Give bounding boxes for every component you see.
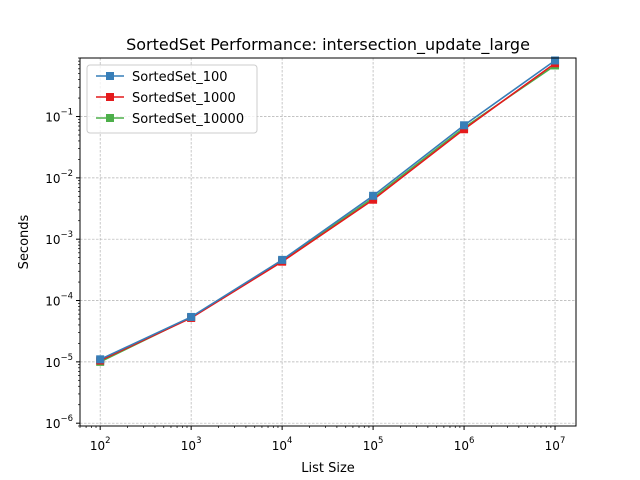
y-tick-label: 10−1 <box>45 108 73 125</box>
data-point <box>187 312 196 321</box>
legend-marker <box>106 93 114 101</box>
x-tick-label: 107 <box>545 436 566 453</box>
y-tick-label: 10−3 <box>45 230 73 247</box>
x-tick-label: 105 <box>363 436 384 453</box>
y-tick-label: 10−4 <box>45 292 73 309</box>
data-point <box>278 255 287 264</box>
legend-label: SortedSet_100 <box>132 70 228 85</box>
data-point <box>96 355 105 364</box>
legend-item: SortedSet_1000 <box>96 91 236 106</box>
x-tick-label: 106 <box>454 436 475 453</box>
legend-label: SortedSet_10000 <box>132 112 244 127</box>
series-SortedSet_100 <box>96 56 560 364</box>
chart-title: SortedSet Performance: intersection_upda… <box>126 35 530 55</box>
legend-marker <box>106 114 114 122</box>
series-layer <box>96 56 560 366</box>
y-tick-label: 10−2 <box>45 169 73 186</box>
x-axis: 102 103 104 105 106 107 <box>79 426 566 453</box>
y-axis: 10−6 10−5 10−4 10−3 10−2 10−1 <box>45 57 80 431</box>
x-tick-label: 103 <box>181 436 202 453</box>
legend-marker <box>106 72 114 80</box>
x-tick-label: 104 <box>272 436 293 453</box>
series-line <box>99 62 556 362</box>
y-axis-label: Seconds <box>17 214 32 269</box>
legend: SortedSet_100 SortedSet_1000 SortedSet_100… <box>86 64 258 134</box>
x-tick-label: 102 <box>90 436 111 453</box>
legend-item: SortedSet_10000 <box>96 112 244 127</box>
data-point <box>369 191 378 200</box>
legend-box <box>86 64 258 134</box>
y-tick-label: 10−6 <box>45 414 73 431</box>
data-point <box>551 56 560 65</box>
y-tick-label: 10−5 <box>45 353 73 370</box>
series-line <box>99 59 556 361</box>
legend-item: SortedSet_100 <box>96 70 228 85</box>
data-point <box>460 121 469 130</box>
legend-label: SortedSet_1000 <box>132 91 236 106</box>
x-axis-label: List Size <box>301 461 355 476</box>
